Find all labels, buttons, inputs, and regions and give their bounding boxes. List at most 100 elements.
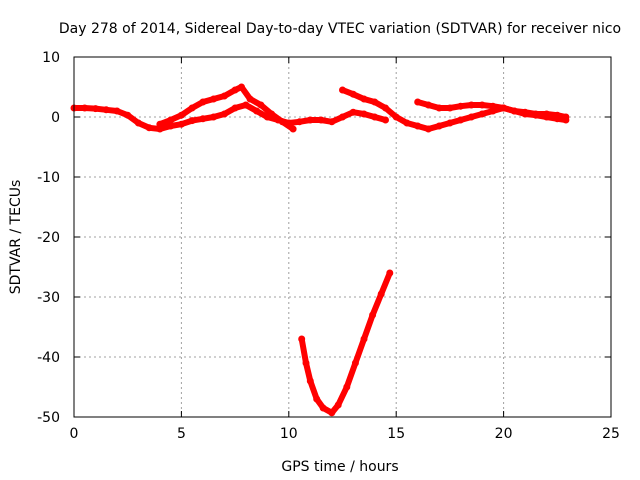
series-3-point-6 bbox=[403, 119, 411, 127]
series-5-point-9 bbox=[360, 335, 368, 343]
series-1-point-14 bbox=[220, 110, 228, 118]
series-1-point-17 bbox=[253, 107, 261, 115]
series-2-point-1 bbox=[167, 116, 175, 124]
series-1-point-29 bbox=[382, 116, 389, 124]
series-4-point-13 bbox=[553, 111, 561, 119]
series-3-point-4 bbox=[382, 104, 389, 112]
series-4-point-14 bbox=[562, 113, 570, 121]
series-4-point-8 bbox=[500, 104, 508, 112]
y-tick-label-2: -30 bbox=[37, 290, 60, 306]
series-5-point-1 bbox=[302, 359, 310, 367]
series-4-point-5 bbox=[467, 101, 475, 109]
series-4-point-1 bbox=[424, 101, 432, 109]
series-3-point-10 bbox=[446, 119, 454, 127]
y-tick-label-1: -40 bbox=[37, 350, 60, 366]
series-1-point-13 bbox=[210, 113, 218, 121]
series-1-point-1 bbox=[81, 104, 89, 112]
series-3-point-8 bbox=[424, 125, 432, 133]
x-tick-label-3: 15 bbox=[387, 426, 405, 442]
y-tick-label-5: 0 bbox=[51, 110, 60, 126]
series-1-point-28 bbox=[371, 113, 379, 121]
series-1-point-10 bbox=[177, 120, 185, 128]
series-3-point-2 bbox=[360, 95, 368, 103]
series-3-point-12 bbox=[467, 113, 475, 121]
series-1-point-9 bbox=[167, 122, 175, 130]
data-series bbox=[70, 83, 570, 417]
series-1-point-12 bbox=[199, 115, 207, 123]
series-5-point-0 bbox=[298, 335, 306, 343]
series-1-point-15 bbox=[231, 104, 239, 112]
series-5-point-3 bbox=[313, 395, 321, 403]
series-5-point-6 bbox=[334, 401, 342, 409]
series-2-point-0 bbox=[156, 120, 164, 128]
series-1-point-27 bbox=[360, 110, 368, 118]
series-1-point-2 bbox=[92, 105, 99, 113]
series-3-point-0 bbox=[339, 86, 346, 94]
series-4-point-12 bbox=[543, 110, 551, 118]
x-tick-label-5: 25 bbox=[602, 426, 620, 442]
series-1-point-23 bbox=[317, 116, 325, 124]
chart-title: Day 278 of 2014, Sidereal Day-to-day VTE… bbox=[59, 21, 621, 37]
x-tick-label-0: 0 bbox=[70, 426, 79, 442]
series-5-point-8 bbox=[351, 359, 359, 367]
series-2-point-3 bbox=[188, 104, 196, 112]
series-1-point-22 bbox=[306, 116, 314, 124]
series-3-point-5 bbox=[392, 113, 400, 121]
series-5-point-10 bbox=[369, 311, 377, 319]
series-1-point-16 bbox=[242, 101, 250, 109]
series-2-point-7 bbox=[231, 86, 239, 94]
x-axis-label: GPS time / hours bbox=[281, 459, 398, 475]
series-5-point-11 bbox=[377, 290, 385, 298]
x-tick-label-1: 5 bbox=[177, 426, 186, 442]
series-3-point-1 bbox=[349, 90, 357, 98]
series-3-point-13 bbox=[478, 110, 486, 118]
series-1-point-7 bbox=[145, 124, 153, 132]
series-4-point-10 bbox=[521, 108, 529, 116]
series-2-point-6 bbox=[220, 92, 228, 100]
series-5-point-2 bbox=[306, 377, 314, 385]
y-axis-label: SDTVAR / TECUs bbox=[8, 180, 24, 295]
series-1-point-4 bbox=[113, 107, 121, 115]
series-4-point-0 bbox=[414, 98, 422, 106]
y-tick-label-4: -10 bbox=[37, 170, 60, 186]
y-tick-label-0: -50 bbox=[37, 410, 60, 426]
y-tick-label-6: 10 bbox=[42, 50, 60, 66]
series-2-point-8 bbox=[238, 83, 245, 91]
series-4-point-3 bbox=[446, 104, 454, 112]
series-1-point-24 bbox=[328, 118, 336, 126]
series-2-point-9 bbox=[246, 95, 254, 103]
series-1-point-6 bbox=[134, 119, 142, 127]
series-4-point-7 bbox=[489, 102, 497, 110]
series-1-point-21 bbox=[296, 118, 303, 126]
series-3-point-3 bbox=[371, 98, 379, 106]
series-1-point-8 bbox=[156, 125, 164, 133]
x-tick-label-4: 20 bbox=[495, 426, 513, 442]
series-2-point-13 bbox=[289, 125, 297, 133]
series-5-point-5 bbox=[328, 409, 336, 417]
series-5-point-7 bbox=[343, 383, 351, 391]
series-1-point-25 bbox=[339, 113, 346, 121]
series-2-point-4 bbox=[199, 98, 207, 106]
series-3-point-7 bbox=[414, 122, 422, 130]
series-3-point-11 bbox=[457, 116, 465, 124]
series-2-point-5 bbox=[210, 95, 218, 103]
series-2-point-11 bbox=[268, 110, 276, 118]
series-3-point-9 bbox=[435, 122, 443, 130]
series-5-point-12 bbox=[386, 269, 394, 277]
series-2-point-10 bbox=[257, 101, 265, 109]
series-5-point-4 bbox=[319, 404, 327, 412]
y-tick-label-3: -20 bbox=[37, 230, 60, 246]
series-2-point-2 bbox=[177, 111, 185, 119]
series-2-point-12 bbox=[278, 118, 286, 126]
series-1-point-26 bbox=[349, 108, 357, 116]
series-1-point-3 bbox=[102, 106, 110, 114]
series-4-point-9 bbox=[510, 107, 518, 115]
series-1-point-5 bbox=[124, 111, 132, 119]
axis-ticks: 0 5 10 15 20 25 -50 -40 -30 -20 -10 0 10 bbox=[37, 50, 620, 442]
series-5-line bbox=[298, 270, 393, 416]
series-4-point-11 bbox=[532, 110, 540, 118]
series-1-point-11 bbox=[188, 117, 196, 125]
series-4-point-4 bbox=[457, 102, 465, 110]
series-4-point-2 bbox=[435, 104, 443, 112]
